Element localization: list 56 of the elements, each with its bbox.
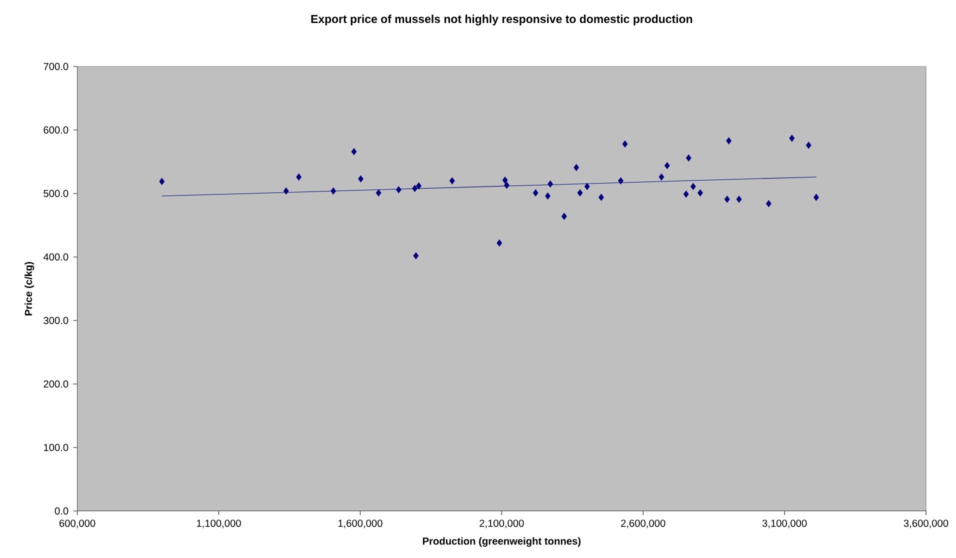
- point: [548, 180, 553, 188]
- point: [358, 175, 364, 182]
- point: [416, 182, 422, 190]
- point: [622, 140, 628, 148]
- point: [736, 196, 742, 203]
- point: [376, 189, 382, 196]
- point: [664, 162, 670, 170]
- y-tick-label: 700.0: [44, 62, 68, 70]
- y-tick-label: 600.0: [44, 126, 68, 134]
- y-tick-label: 500.0: [44, 190, 68, 198]
- x-tick-label: 2,600,000: [621, 520, 666, 528]
- point: [449, 177, 455, 184]
- point: [159, 178, 165, 185]
- point: [351, 148, 357, 156]
- point: [766, 200, 772, 208]
- y-tick-label: 400.0: [43, 253, 68, 261]
- y-axis-title: Price (c/kg): [24, 262, 34, 316]
- point: [532, 189, 538, 196]
- point: [598, 194, 604, 201]
- x-axis-title: Production (greenweight tonnes): [422, 537, 581, 547]
- y-tick-label: 300.0: [44, 316, 68, 324]
- point: [686, 154, 692, 162]
- point: [726, 137, 732, 144]
- point: [545, 192, 550, 200]
- point: [283, 187, 289, 194]
- point: [698, 189, 703, 196]
- point: [504, 182, 510, 189]
- point: [814, 194, 819, 201]
- point: [496, 240, 502, 247]
- point: [789, 134, 795, 142]
- point: [584, 183, 590, 190]
- point: [683, 190, 689, 198]
- x-tick-label: 600,000: [60, 520, 96, 528]
- chart-title: Export price of mussels not highly responsive to domestic production: [311, 14, 692, 26]
- x-tick-label: 1,100,000: [196, 520, 241, 528]
- point: [806, 142, 812, 149]
- point: [502, 176, 508, 184]
- y-tick-label: 100.0: [44, 444, 68, 452]
- point: [396, 186, 402, 194]
- point: [296, 174, 302, 180]
- x-tick-label: 2,100,000: [480, 520, 524, 528]
- x-tick-label: 3,100,000: [762, 520, 807, 528]
- x-tick-label: 1,600,000: [338, 520, 382, 528]
- y-tick-label: 0.0: [54, 507, 68, 515]
- point: [413, 252, 419, 260]
- y-tick-label: 200.0: [44, 380, 68, 388]
- x-tick-label: 3,600,000: [904, 520, 948, 528]
- point: [724, 196, 730, 203]
- point: [574, 164, 580, 171]
- point: [658, 174, 664, 180]
- point: [412, 184, 418, 192]
- point: [562, 212, 567, 220]
- point: [330, 187, 336, 194]
- point: [690, 183, 696, 190]
- point: [577, 189, 583, 196]
- point: [618, 177, 624, 184]
